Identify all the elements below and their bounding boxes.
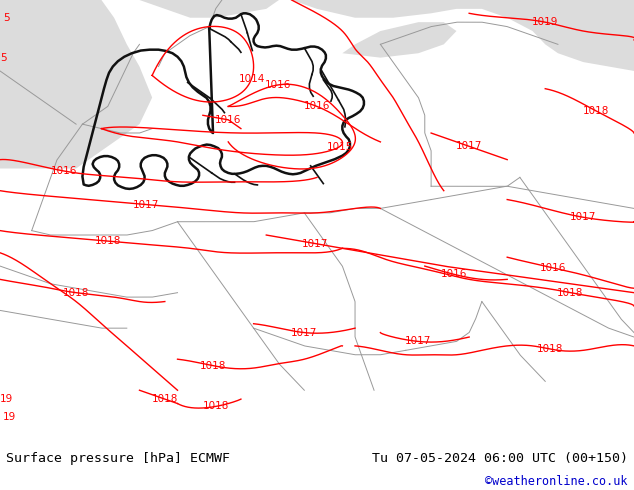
Text: 1018: 1018	[203, 401, 230, 411]
Text: 1016: 1016	[265, 80, 292, 90]
Text: 1017: 1017	[456, 141, 482, 151]
Text: 1016: 1016	[215, 115, 242, 125]
Text: 1018: 1018	[63, 288, 89, 297]
Text: 1016: 1016	[441, 269, 467, 279]
Text: 1017: 1017	[302, 239, 328, 248]
Text: 5: 5	[3, 13, 10, 24]
Text: ©weatheronline.co.uk: ©weatheronline.co.uk	[485, 475, 628, 488]
Text: 1018: 1018	[583, 106, 609, 116]
Polygon shape	[0, 0, 152, 169]
Text: 1017: 1017	[570, 212, 597, 222]
Text: 5: 5	[0, 52, 6, 63]
Text: 1018: 1018	[557, 288, 584, 297]
Text: 1018: 1018	[200, 361, 226, 370]
Polygon shape	[292, 0, 634, 71]
Polygon shape	[342, 22, 456, 58]
Polygon shape	[139, 0, 279, 18]
Text: 1017: 1017	[133, 199, 160, 210]
Text: 1018: 1018	[152, 394, 178, 404]
Text: 1016: 1016	[540, 263, 566, 273]
Text: 1019: 1019	[532, 17, 558, 27]
Text: 1018: 1018	[95, 236, 122, 246]
Text: Tu 07-05-2024 06:00 UTC (00+150): Tu 07-05-2024 06:00 UTC (00+150)	[372, 452, 628, 465]
Text: 1017: 1017	[405, 337, 432, 346]
Text: Surface pressure [hPa] ECMWF: Surface pressure [hPa] ECMWF	[6, 452, 230, 465]
Text: 1016: 1016	[51, 166, 77, 176]
Text: 1018: 1018	[537, 344, 564, 354]
Text: 1017: 1017	[291, 328, 318, 338]
Text: 1014: 1014	[238, 74, 265, 84]
Text: 1016: 1016	[304, 101, 330, 111]
Text: 19: 19	[3, 412, 16, 422]
Text: 1015: 1015	[327, 142, 353, 151]
Text: 19: 19	[0, 394, 13, 404]
